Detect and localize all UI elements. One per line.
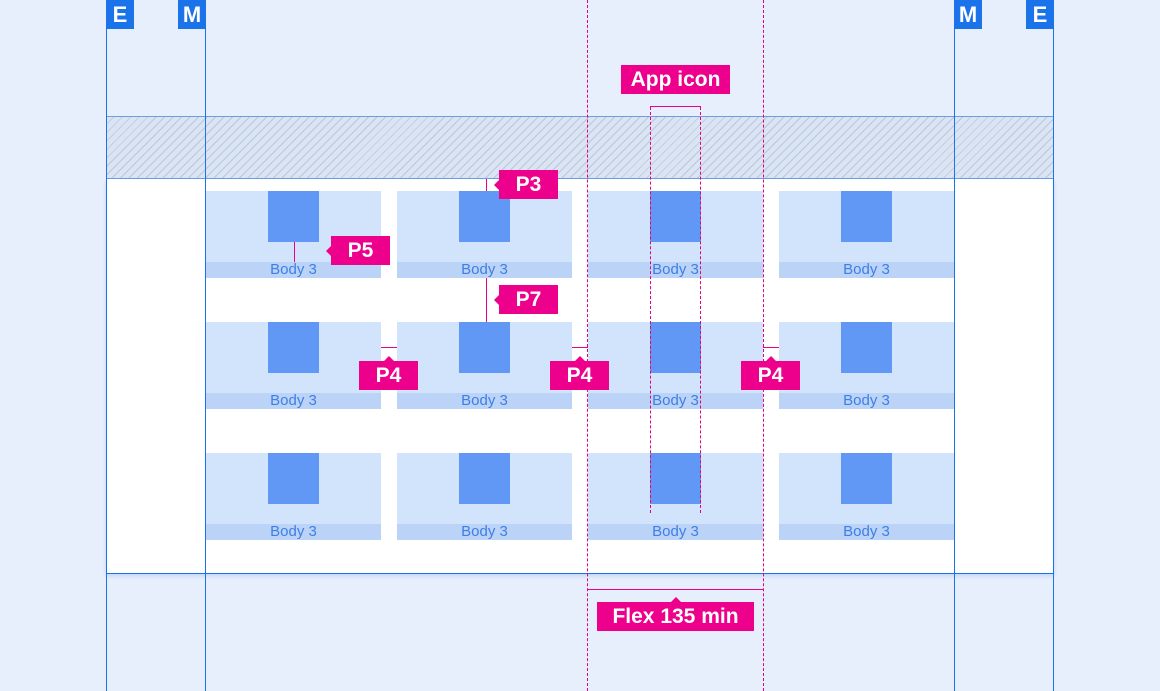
tile-caption: Body 3 [397,262,572,278]
grid-tile: Body 3 [588,453,763,540]
tile-caption: Body 3 [206,524,381,540]
edge-line-left [106,0,107,691]
grid-tile: Body 3 [779,191,954,278]
p4-label-3: P4 [741,356,800,390]
grid-tile: Body 3 [397,453,572,540]
app-icon-placeholder [268,191,319,242]
p4-measure-1 [381,347,397,348]
p4-measure-2 [572,347,588,348]
app-icon-placeholder [459,322,510,373]
grid-tile: Body 3 [588,322,763,409]
grid-tile: Body 3 [206,322,381,409]
tile-caption: Body 3 [588,393,763,409]
grid-tile: Body 3 [206,453,381,540]
app-icon-placeholder [650,322,701,373]
tile-caption: Body 3 [206,393,381,409]
app-icon-measure [650,106,701,107]
tile-caption: Body 3 [588,524,763,540]
flex-label: Flex 135 min [597,597,754,631]
app-icon-placeholder [841,453,892,504]
tile-caption: Body 3 [397,524,572,540]
grid-tile: Body 3 [779,453,954,540]
edge-line-right [1053,0,1054,691]
tile-caption: Body 3 [779,393,954,409]
grid-tile: Body 3 [397,322,572,409]
flex-column-guide-left [587,0,588,691]
p4-label-2: P4 [550,356,609,390]
app-icon-placeholder [459,453,510,504]
tile-caption: Body 3 [588,262,763,278]
grid-tile: Body 3 [397,191,572,278]
app-icon-placeholder [841,191,892,242]
app-icon-placeholder [268,453,319,504]
p7-measure [486,278,487,322]
grid-tile: Body 3 [588,191,763,278]
edge-label-left: E [106,0,134,29]
tile-caption: Body 3 [779,262,954,278]
p7-label: P7 [494,285,558,314]
app-icon-placeholder [841,322,892,373]
tile-caption: Body 3 [397,393,572,409]
margin-line-right [954,0,955,691]
app-icon-label: App icon [621,65,730,94]
margin-line-left [205,0,206,691]
margin-label-right: M [954,0,982,29]
p4-label-1: P4 [359,356,418,390]
app-icon-placeholder [650,453,701,504]
app-icon-placeholder [459,191,510,242]
grid-tile: Body 3 [779,322,954,409]
margin-label-left: M [178,0,206,29]
p4-measure-3 [763,347,779,348]
app-icon-guide-left [650,107,651,513]
tile-caption: Body 3 [206,262,381,278]
app-icon-placeholder [268,322,319,373]
app-icon-guide-right [700,107,701,513]
p5-measure [294,242,295,262]
flex-column-guide-right [763,0,764,691]
edge-label-right: E [1026,0,1054,29]
flex-measure [588,589,764,590]
p3-measure [486,179,487,191]
p3-label: P3 [494,170,558,199]
p5-label: P5 [326,236,390,265]
tile-caption: Body 3 [779,524,954,540]
app-bar-region [106,116,1053,179]
app-icon-placeholder [650,191,701,242]
